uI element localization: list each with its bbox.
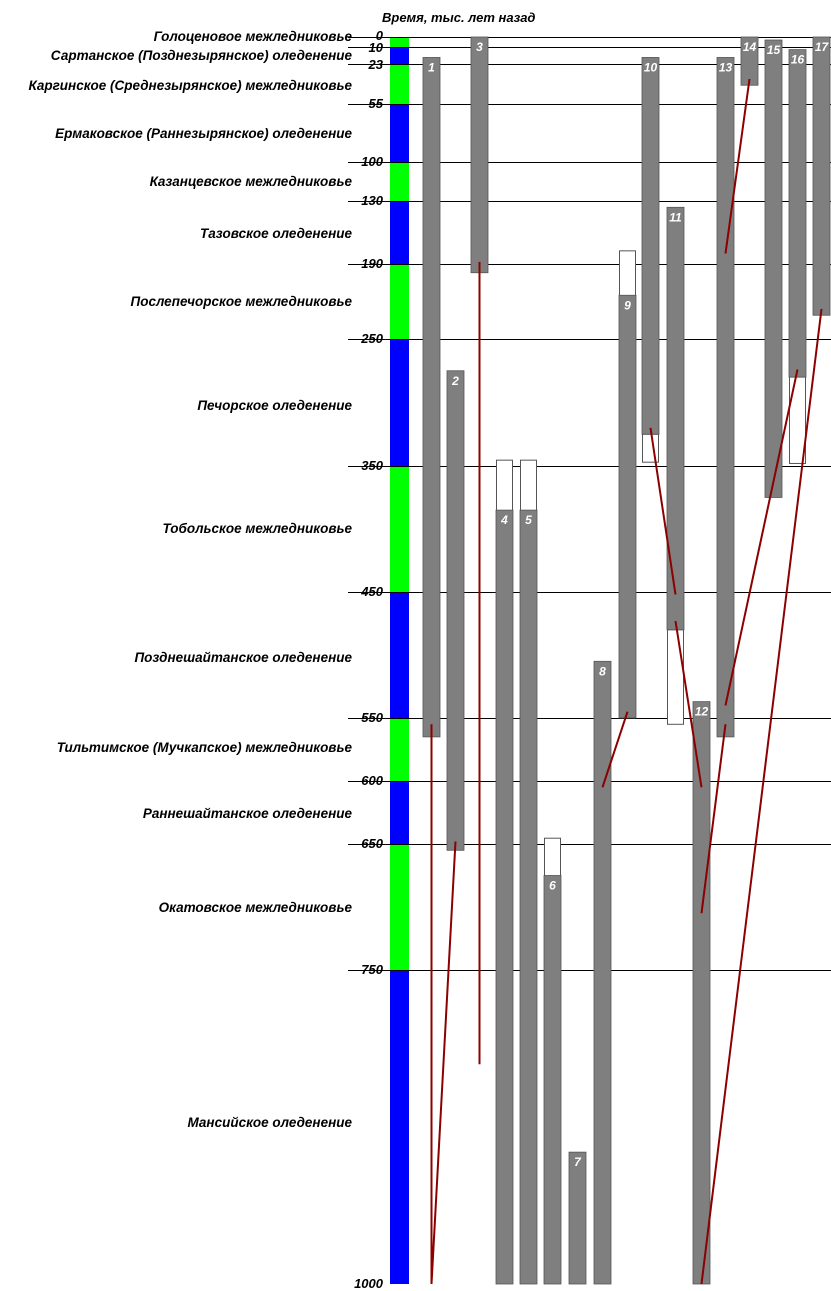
bar-13-number: 13 (719, 60, 733, 74)
period-label-13: Окатовское межледниковье (159, 900, 353, 915)
y-tick-labels: 010 23 55 100 130 190 250 350 450 550 600 650 750 100… (354, 28, 384, 1291)
period-band-2 (390, 47, 409, 64)
bar-12-number: 12 (695, 705, 709, 719)
bar-3-number: 3 (476, 40, 483, 54)
bar-17-number: 17 (815, 40, 830, 54)
correlation-line-10 (700, 308, 823, 1285)
y-tick-350: 350 (361, 458, 383, 473)
bar-8 (593, 660, 612, 1285)
axis-title: Время, тыс. лет назад (382, 10, 535, 25)
period-boundaries (348, 37, 831, 971)
bar-2-number: 2 (451, 374, 459, 388)
bar-7-number: 7 (574, 1155, 582, 1169)
period-band-10 (390, 592, 409, 718)
bar-9-number: 9 (624, 298, 631, 312)
bar-3 (470, 36, 489, 274)
period-scale (390, 37, 409, 1284)
bar-6 (543, 875, 562, 1285)
bar-8-number: 8 (599, 664, 606, 678)
bar-4-uncertain-top (496, 459, 513, 512)
period-band-5 (390, 162, 409, 201)
period-label-14: Мансийское оледенение (188, 1115, 353, 1130)
bar-11-number: 11 (669, 210, 682, 224)
period-label-3: Каргинское (Среднезырянское) межледников… (29, 78, 353, 93)
bar-10-number: 10 (644, 60, 658, 74)
bar-4 (495, 509, 514, 1285)
period-label-7: Послепечорское межледниковье (131, 294, 353, 309)
period-band-8 (390, 339, 409, 466)
period-band-12 (390, 781, 409, 844)
period-label-8: Печорское оледенение (197, 398, 352, 413)
period-band-4 (390, 104, 409, 162)
y-tick-600: 600 (361, 773, 383, 788)
bar-1-number: 1 (428, 60, 435, 74)
period-label-2: Сартанское (Позднезырянское) оледенение (51, 48, 353, 63)
bar-11-uncertain-bottom (667, 629, 684, 725)
bar-13 (716, 57, 735, 738)
bar-1 (422, 57, 441, 738)
bar-5 (519, 509, 538, 1285)
period-band-14 (390, 970, 409, 1284)
y-tick-0: 0 (376, 28, 384, 43)
correlation-line-5 (649, 427, 677, 595)
bar-14-number: 14 (743, 40, 757, 54)
y-tick-23: 23 (368, 57, 384, 72)
y-tick-10: 10 (369, 40, 384, 55)
period-label-12: Раннешайтанское оледенение (143, 806, 353, 821)
bar-6-uncertain-top (544, 837, 561, 877)
bar-12 (692, 701, 711, 1285)
bar-16 (788, 49, 807, 378)
bar-15 (764, 39, 783, 498)
correlation-lines (430, 78, 823, 1285)
y-tick-1000: 1000 (354, 1276, 384, 1291)
period-band-9 (390, 466, 409, 592)
y-tick-100: 100 (361, 154, 383, 169)
bar-15-number: 15 (767, 43, 781, 57)
period-band-6 (390, 201, 409, 264)
y-tick-55: 55 (369, 96, 384, 111)
y-tick-450: 450 (360, 584, 383, 599)
period-label-4: Ермаковское (Раннезырянское) оледенение (55, 126, 352, 141)
bar-9 (618, 294, 637, 719)
period-band-3 (390, 64, 409, 104)
bar-9-uncertain-top (619, 250, 636, 297)
period-label-9: Тобольское межледниковье (162, 521, 352, 536)
period-band-7 (390, 264, 409, 339)
y-tick-190: 190 (361, 256, 383, 271)
correlation-line-9 (700, 724, 727, 914)
period-label-6: Тазовское оледенение (200, 226, 352, 241)
y-tick-250: 250 (360, 331, 383, 346)
bar-6-number: 6 (549, 879, 556, 893)
period-band-11 (390, 718, 409, 781)
bar-7 (568, 1151, 587, 1285)
period-label-11: Тильтимское (Мучкапское) межледниковье (57, 740, 353, 755)
bar-11 (666, 206, 685, 631)
bar-17 (812, 36, 831, 316)
y-tick-750: 750 (361, 962, 383, 977)
period-label-1: Голоценовое межледниковье (154, 29, 353, 44)
period-label-10: Позднешайтанское оледенение (134, 650, 352, 665)
bar-2 (446, 370, 465, 851)
period-labels: Голоценовое межледниковье Сартанское (Поз… (29, 29, 353, 1130)
bar-5-uncertain-top (520, 459, 537, 512)
y-tick-650: 650 (361, 836, 383, 851)
period-band-1 (390, 37, 409, 47)
bar-16-number: 16 (791, 53, 805, 67)
period-band-13 (390, 844, 409, 970)
bar-10 (641, 57, 660, 435)
period-label-5: Казанцевское межледниковье (150, 174, 353, 189)
correlation-line-8 (724, 369, 799, 706)
correlation-line-4 (601, 711, 629, 788)
y-tick-550: 550 (361, 710, 383, 725)
correlation-line-6 (674, 620, 703, 788)
bar-10-uncertain-bottom (642, 433, 659, 463)
y-tick-130: 130 (361, 193, 383, 208)
bar-4-number: 4 (500, 513, 508, 527)
correlation-line-7 (724, 78, 751, 254)
bar-5-number: 5 (525, 513, 532, 527)
correlation-line-2 (430, 841, 457, 1285)
